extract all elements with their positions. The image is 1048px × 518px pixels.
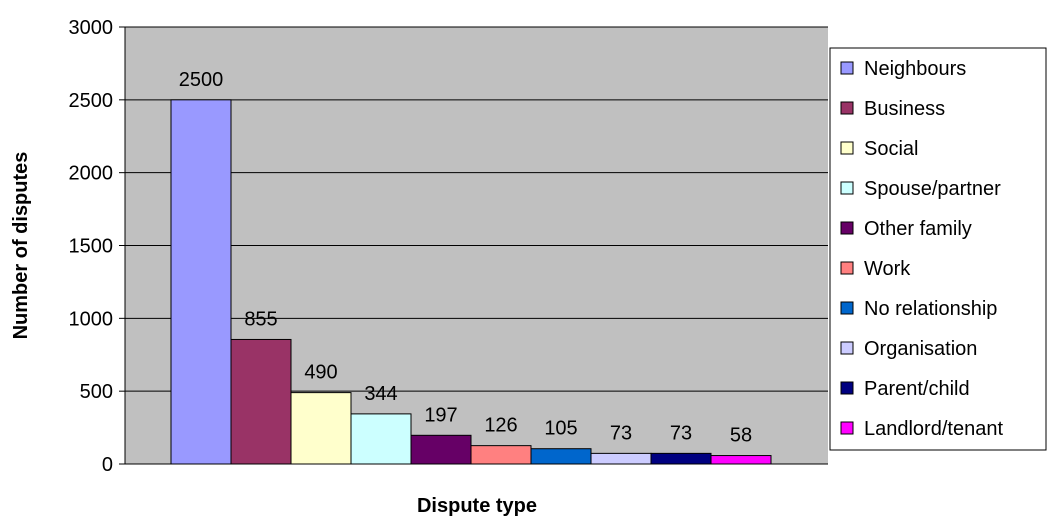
y-tick-labels: 0 500 1000 1500 2000 2500 3000 [69, 17, 114, 476]
legend-entry: Landlord/tenant [864, 418, 1003, 440]
legend-swatch [840, 261, 854, 275]
data-label: 58 [730, 425, 752, 447]
legend: Neighbours Business Social Spouse/partner Ot… [829, 47, 1047, 451]
bar-spouse-partner [350, 413, 412, 465]
data-label: 126 [484, 415, 517, 437]
y-tick-label: 2500 [69, 90, 114, 112]
legend-entry: Social [864, 138, 918, 160]
legend-swatch [840, 141, 854, 155]
bar-social [290, 392, 352, 465]
y-tick-label: 3000 [69, 17, 114, 39]
y-axis-title: Number of disputes [10, 152, 32, 340]
legend-entry: Other family [864, 218, 972, 240]
data-label: 344 [364, 383, 397, 405]
legend-entry: Parent/child [864, 378, 970, 400]
data-label: 2500 [179, 69, 224, 91]
bar-organisation [590, 452, 652, 465]
legend-swatch [840, 381, 854, 395]
bar-no-relationship [530, 448, 592, 465]
legend-entry: Neighbours [864, 58, 966, 80]
legend-entry: Work [864, 258, 911, 280]
legend-swatch [840, 61, 854, 75]
data-labels: 2500 855 490 344 197 126 105 73 73 58 [179, 69, 752, 447]
data-label: 490 [304, 362, 337, 384]
data-label: 73 [670, 422, 692, 444]
legend-swatch [840, 101, 854, 115]
data-label: 197 [424, 404, 457, 426]
y-tick-label: 2000 [69, 163, 114, 185]
y-tick-label: 1500 [69, 236, 114, 258]
legend-entry: Spouse/partner [864, 178, 1001, 200]
legend-entry: No relationship [864, 298, 997, 320]
legend-entry: Business [864, 98, 945, 120]
legend-entry: Organisation [864, 338, 977, 360]
x-axis-title: Dispute type [417, 495, 537, 517]
bar-neighbours [170, 99, 232, 465]
bars [170, 99, 772, 465]
axes [119, 26, 828, 465]
data-label: 105 [544, 418, 577, 440]
legend-box [829, 47, 1047, 451]
bar-work [470, 445, 532, 465]
legend-swatch [840, 301, 854, 315]
y-tick-label: 0 [102, 454, 113, 476]
legend-swatch [840, 221, 854, 235]
data-label: 73 [610, 422, 632, 444]
legend-swatch [840, 181, 854, 195]
bar-business [230, 338, 292, 465]
bar-other-family [410, 434, 472, 465]
legend-swatch [840, 341, 854, 355]
data-label: 855 [244, 308, 277, 330]
bar-landlord-tenant [710, 455, 772, 465]
bar-parent-child [650, 452, 712, 465]
legend-swatch [840, 421, 854, 435]
y-tick-label: 500 [80, 381, 113, 403]
y-tick-label: 1000 [69, 308, 114, 330]
